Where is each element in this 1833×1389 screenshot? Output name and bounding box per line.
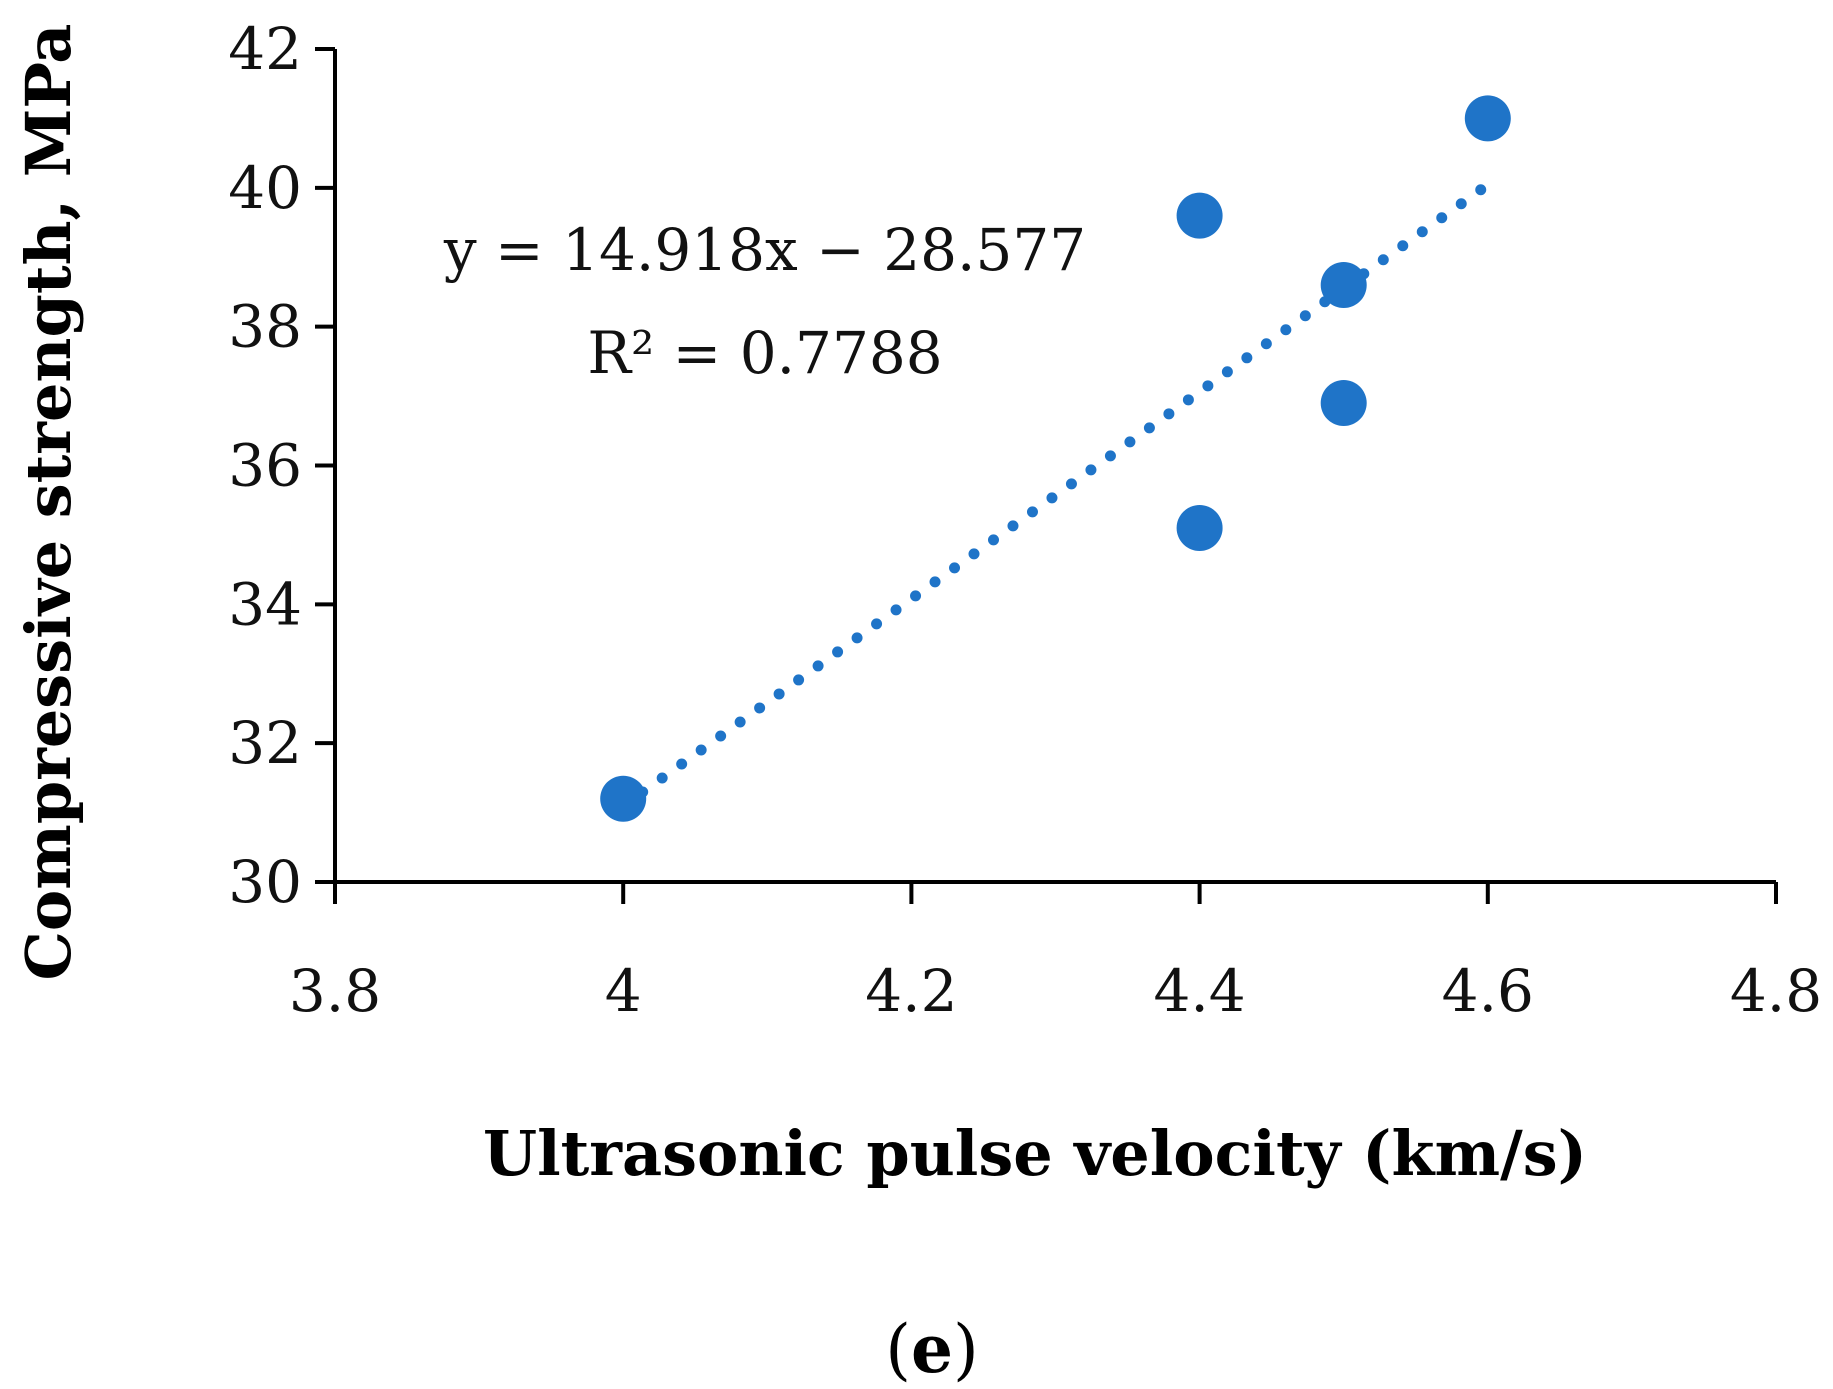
trendline-equation: y = 14.918x − 28.577 xyxy=(443,216,1086,284)
x-tick-label: 3.8 xyxy=(289,957,381,1025)
x-tick-label: 4.2 xyxy=(865,957,957,1025)
x-axis-title: Ultrasonic pulse velocity (km/s) xyxy=(483,1117,1587,1190)
x-tick-label: 4.4 xyxy=(1153,957,1245,1025)
figure-caption: (e) xyxy=(885,1310,979,1388)
caption-letter: e xyxy=(911,1310,953,1388)
caption-open-paren: ( xyxy=(885,1311,911,1388)
x-tick-label: 4 xyxy=(605,957,642,1025)
axis-labels: 30 32 34 36 38 40 42 3.8 4 4.2 4.4 4.6 4.8 xyxy=(228,15,1822,1025)
axes xyxy=(315,47,1778,904)
y-tick-label: 38 xyxy=(228,293,302,361)
y-tick-label: 42 xyxy=(228,15,302,83)
data-point xyxy=(1320,380,1367,427)
y-tick-label: 40 xyxy=(228,154,302,222)
y-tick-label: 34 xyxy=(228,570,302,638)
data-point xyxy=(1464,95,1511,142)
caption-close-paren: ) xyxy=(953,1311,979,1388)
x-tick-label: 4.8 xyxy=(1730,957,1822,1025)
data-point xyxy=(1176,192,1223,239)
y-axis-title: Compressive strength, MPa xyxy=(12,24,85,981)
data-point xyxy=(600,775,647,822)
data-point xyxy=(1320,262,1367,309)
y-tick-label: 36 xyxy=(228,432,302,500)
data-points xyxy=(600,95,1511,822)
y-tick-label: 30 xyxy=(228,848,302,916)
x-tick-label: 4.6 xyxy=(1442,957,1534,1025)
y-tick-label: 32 xyxy=(228,709,302,777)
data-point xyxy=(1176,504,1223,551)
trendline-r2: R² = 0.7788 xyxy=(587,319,942,387)
